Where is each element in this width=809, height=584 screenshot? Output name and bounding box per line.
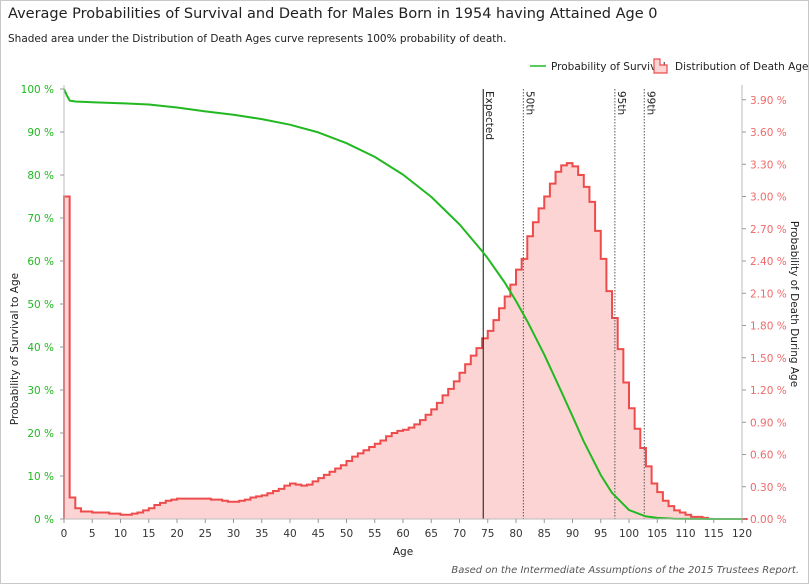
death-distribution-fill xyxy=(64,163,748,520)
chart-title: Average Probabilities of Survival and De… xyxy=(8,6,658,22)
y-left-tick-label: 40 % xyxy=(27,342,54,354)
y-right-tick-label: 0.60 % xyxy=(750,450,787,462)
y-left-tick-label: 90 % xyxy=(27,127,54,139)
y-left-tick-label: 20 % xyxy=(27,428,54,440)
y-right-tick-label: 2.40 % xyxy=(750,256,787,268)
source-note: Based on the Intermediate Assumptions of… xyxy=(451,565,799,576)
y-right-tick-label: 2.10 % xyxy=(750,288,787,300)
y-right-tick-label: 0.30 % xyxy=(750,482,787,494)
y-left-tick-label: 60 % xyxy=(27,256,54,268)
x-tick-label: 100 xyxy=(619,528,639,540)
x-tick-label: 10 xyxy=(114,528,127,540)
x-tick-label: 95 xyxy=(594,528,607,540)
x-tick-label: 45 xyxy=(312,528,325,540)
x-tick-label: 40 xyxy=(283,528,296,540)
y-left-tick-label: 80 % xyxy=(27,170,54,182)
marker-label-expected: Expected xyxy=(483,91,495,140)
survival-series xyxy=(63,88,742,520)
legend: Probability of Survival Distribution of … xyxy=(530,58,809,74)
x-tick-label: 15 xyxy=(142,528,155,540)
y-axis-left-title: Probability of Survival to Age xyxy=(9,273,21,425)
y-left-tick-label: 30 % xyxy=(27,385,54,397)
y-right-tick-label: 3.00 % xyxy=(750,192,787,204)
y-right-tick-label: 3.60 % xyxy=(750,127,787,139)
x-tick-label: 115 xyxy=(704,528,724,540)
axes: 0 5 10 15 20 25 30 35 40 45 50 55 60 65 70 75 80 85 90 95 10… xyxy=(21,84,787,540)
y-left-tick-label: 100 % xyxy=(21,84,54,96)
legend-survival-label: Probability of Survival xyxy=(551,61,666,73)
chart-subtitle: Shaded area under the Distribution of De… xyxy=(8,33,507,45)
x-tick-label: 105 xyxy=(647,528,667,540)
x-tick-label: 65 xyxy=(425,528,438,540)
x-tick-label: 55 xyxy=(368,528,381,540)
x-tick-label: 75 xyxy=(481,528,494,540)
x-tick-label: 50 xyxy=(340,528,353,540)
x-tick-label: 25 xyxy=(199,528,212,540)
x-tick-label: 120 xyxy=(732,528,752,540)
y-right-tick-label: 3.30 % xyxy=(750,159,787,171)
y-right-tick-label: 3.90 % xyxy=(750,95,787,107)
x-tick-label: 80 xyxy=(509,528,522,540)
y-right-tick-label: 1.80 % xyxy=(750,321,787,333)
x-tick-label: 0 xyxy=(61,528,68,540)
marker-label-99th: 99th xyxy=(644,91,656,115)
y-axis-right-title: Probability of Death During Age xyxy=(788,221,800,387)
y-right-tick-label: 0.00 % xyxy=(750,514,787,526)
x-tick-label: 35 xyxy=(255,528,268,540)
y-left-tick-label: 10 % xyxy=(27,471,54,483)
x-tick-label: 30 xyxy=(227,528,240,540)
x-tick-label: 5 xyxy=(89,528,96,540)
y-right-tick-label: 2.70 % xyxy=(750,224,787,236)
y-left-tick-label: 0 % xyxy=(34,514,54,526)
x-tick-label: 110 xyxy=(675,528,695,540)
y-left-tick-label: 50 % xyxy=(27,299,54,311)
y-left-tick-label: 70 % xyxy=(27,213,54,225)
x-tick-label: 70 xyxy=(453,528,466,540)
x-tick-label: 90 xyxy=(566,528,579,540)
percentile-markers: Expected 50th 95th 99th xyxy=(482,89,656,519)
marker-label-95th: 95th xyxy=(615,91,627,115)
y-right-tick-label: 1.20 % xyxy=(750,385,787,397)
y-right-tick-label: 0.90 % xyxy=(750,417,787,429)
x-tick-label: 60 xyxy=(396,528,409,540)
death-distribution-line xyxy=(63,162,748,520)
x-tick-label: 20 xyxy=(170,528,183,540)
x-axis-title: Age xyxy=(393,546,413,558)
death-distribution-area xyxy=(63,162,748,520)
x-tick-label: 85 xyxy=(538,528,551,540)
legend-death-label: Distribution of Death Ages xyxy=(675,61,809,73)
survival-line xyxy=(63,88,742,520)
y-right-tick-label: 1.50 % xyxy=(750,353,787,365)
legend-death-swatch xyxy=(653,58,668,74)
marker-label-50th: 50th xyxy=(523,91,535,115)
